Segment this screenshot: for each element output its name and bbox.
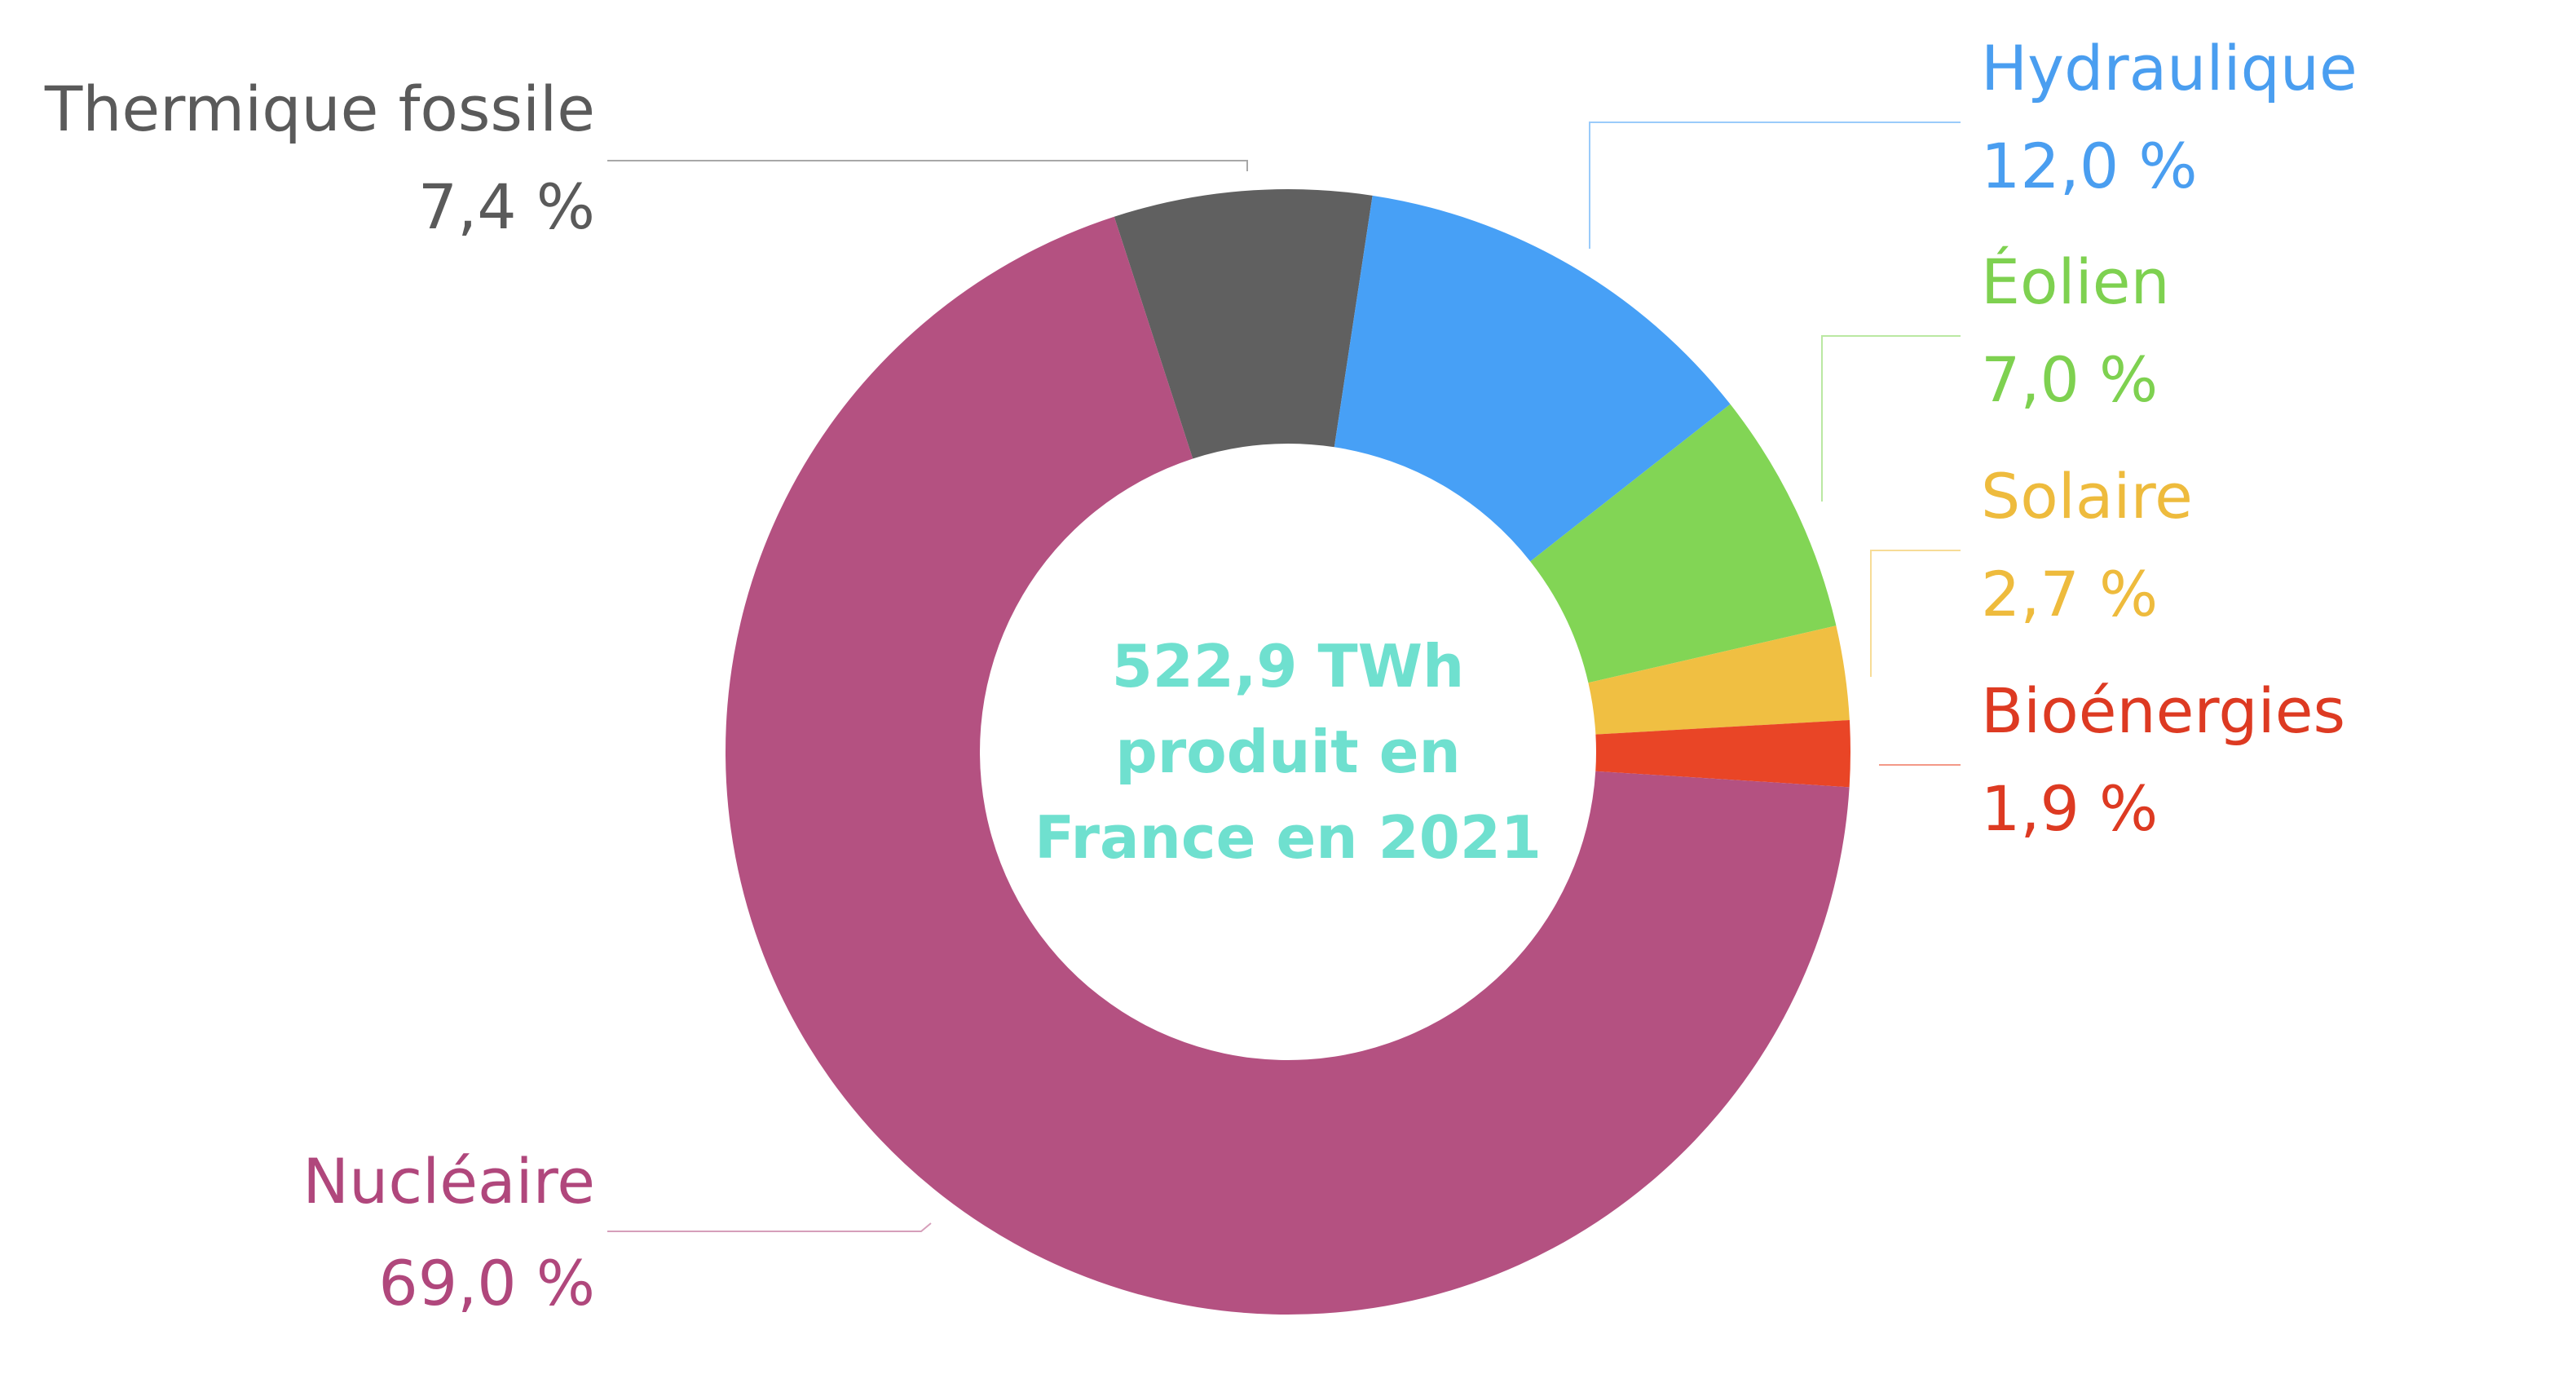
slice-label-3: Solaire [1981,460,2193,532]
slice-label-1: Hydraulique [1981,32,2358,104]
slice-value-label-1: 12,0 % [1981,130,2198,202]
slices-group [726,189,1850,1315]
slice-2 [1530,404,1837,683]
slice-label-0: Thermique fossile [44,73,595,145]
leader-line-5 [607,1222,932,1232]
leader-lines-group [607,122,1961,1232]
slice-3 [1588,625,1850,735]
slice-value-label-4: 1,9 % [1981,772,2158,845]
leader-line-1 [1589,122,1961,249]
center-text-line-0: 522,9 TWh [1112,632,1465,700]
slice-4 [1595,720,1850,788]
leader-line-3 [1870,550,1961,677]
slice-value-label-3: 2,7 % [1981,558,2158,630]
slice-value-label-5: 69,0 % [378,1247,595,1319]
leader-line-0 [607,160,1248,171]
slice-label-4: Bioénergies [1981,674,2345,747]
slice-value-label-2: 7,0 % [1981,343,2158,416]
leader-line-2 [1821,335,1961,502]
center-text-line-2: France en 2021 [1034,803,1542,872]
slice-label-2: Éolien [1981,245,2170,318]
slice-value-label-0: 7,4 % [418,170,595,243]
slice-1 [1334,195,1731,562]
slice-5 [726,216,1850,1315]
slice-0 [1114,189,1373,459]
center-label-group: 522,9 TWh produit en France en 2021 [1034,632,1542,872]
slice-label-5: Nucléaire [302,1145,595,1217]
labels-group: Thermique fossile 7,4 % Hydraulique 12,0 % É… [44,32,2358,1319]
center-text-line-1: produit en [1115,718,1461,786]
